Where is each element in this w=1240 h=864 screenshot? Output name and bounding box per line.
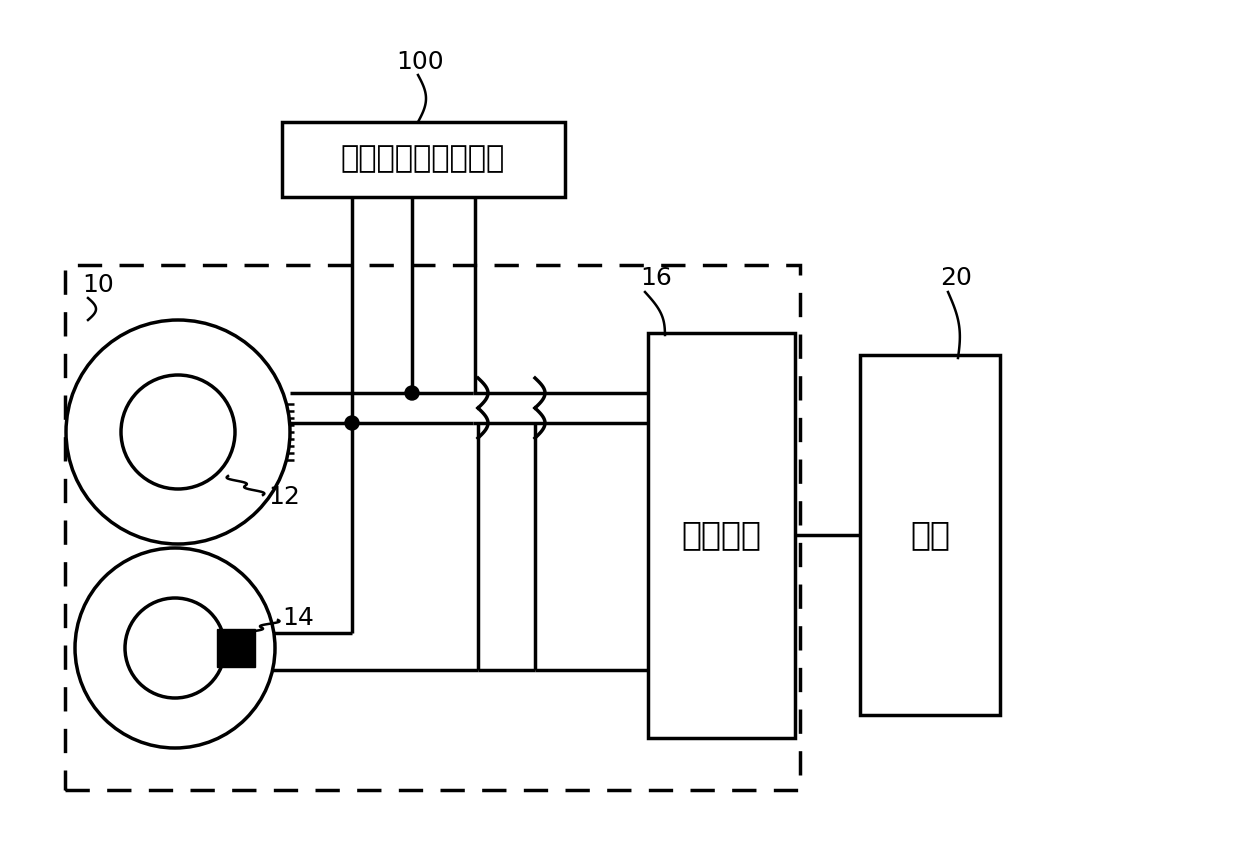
- Bar: [649, 333, 795, 738]
- Text: 10: 10: [82, 273, 114, 297]
- Bar: [217, 629, 255, 667]
- Text: 100: 100: [397, 50, 444, 74]
- Circle shape: [66, 320, 290, 544]
- Circle shape: [122, 375, 236, 489]
- Circle shape: [74, 548, 275, 748]
- Circle shape: [125, 598, 224, 698]
- Circle shape: [405, 386, 419, 400]
- Text: 16: 16: [640, 266, 672, 290]
- Text: 用于诊断故障的装置: 用于诊断故障的装置: [341, 144, 505, 174]
- Text: 20: 20: [940, 266, 972, 290]
- Bar: [64, 265, 800, 790]
- Text: 12: 12: [268, 485, 300, 509]
- Text: 负载: 负载: [910, 518, 950, 551]
- Bar: [861, 355, 999, 715]
- Text: 发电模块: 发电模块: [681, 518, 761, 551]
- Bar: [281, 122, 565, 197]
- Circle shape: [345, 416, 360, 430]
- Text: 14: 14: [281, 606, 314, 630]
